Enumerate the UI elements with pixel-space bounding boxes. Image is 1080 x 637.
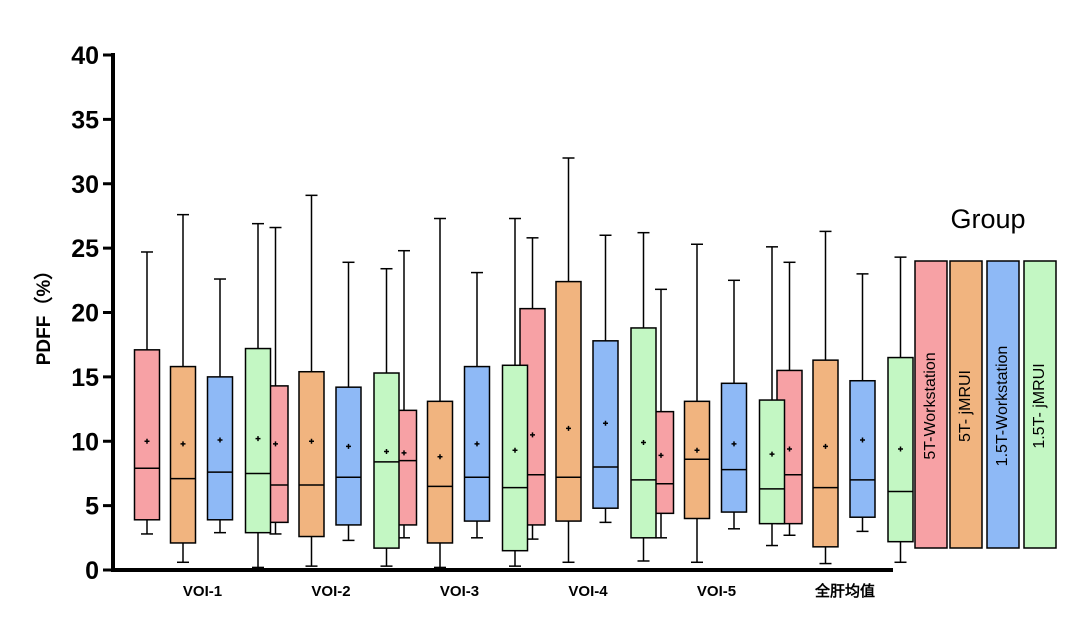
mean-marker	[787, 446, 792, 452]
box-2-2	[298, 194, 325, 567]
box-rect	[426, 400, 454, 544]
legend-swatch	[1023, 260, 1057, 549]
legend-label: 5T- jMRUI	[957, 370, 974, 442]
mean-marker	[217, 437, 223, 443]
mean-marker	[273, 441, 278, 447]
box-5-2	[683, 243, 711, 564]
mean-marker	[384, 449, 389, 455]
mean-marker	[512, 447, 518, 453]
y-tick-label: 10	[71, 428, 99, 456]
box-rect	[555, 280, 582, 522]
box-6-2	[812, 230, 839, 565]
mean-marker	[658, 452, 664, 458]
box-4-3	[592, 234, 619, 524]
mean-marker	[346, 443, 351, 449]
box-rect	[169, 365, 197, 544]
y-tick-label: 15	[71, 364, 99, 392]
legend-item-2: 5T- jMRUI	[949, 260, 983, 549]
mean-marker	[309, 438, 314, 444]
legend-item-3: 1.5T-Workstation	[986, 260, 1020, 549]
box-rect	[630, 327, 657, 539]
box-6-3	[849, 273, 876, 533]
y-tick-label: 0	[85, 557, 99, 585]
y-axis-label: PDFF（%）	[32, 261, 55, 366]
box-rect	[501, 364, 529, 552]
mean-marker	[255, 436, 261, 442]
y-tick-label: 5	[85, 493, 99, 521]
box-rect	[133, 349, 161, 521]
mean-marker	[860, 437, 865, 443]
legend-item-4: 1.5T- jMRUI	[1023, 260, 1057, 549]
mean-marker	[566, 425, 571, 431]
legend-swatch	[986, 260, 1020, 549]
box-5-3	[720, 279, 748, 530]
mean-marker	[474, 441, 480, 447]
box-rect	[592, 340, 619, 509]
box-rect	[758, 399, 786, 525]
box-4-4	[630, 231, 657, 562]
x-tick-label: VOI-5	[697, 583, 736, 600]
mean-marker	[180, 441, 186, 447]
mean-marker	[530, 432, 535, 438]
legend-swatch	[949, 260, 983, 549]
box-3-3	[463, 271, 491, 539]
mean-marker	[731, 441, 737, 447]
x-tick-label: VOI-2	[311, 583, 350, 600]
box-1-4	[244, 222, 272, 569]
mean-marker	[694, 447, 700, 453]
box-1-1	[133, 251, 161, 535]
box-rect	[298, 370, 325, 538]
mean-marker	[603, 420, 608, 426]
legend-swatch	[914, 260, 948, 549]
box-rect	[206, 376, 234, 521]
box-2-3	[335, 261, 362, 542]
y-tick-label: 25	[71, 235, 99, 263]
y-tick-label: 40	[71, 42, 99, 70]
box-6-4	[887, 256, 914, 564]
box-1-2	[169, 213, 197, 564]
mean-marker	[641, 440, 646, 446]
box-rect	[849, 379, 876, 518]
legend: Group 5T-Workstation 5T- jMRUI 1.5T-Worksta…	[914, 204, 1057, 549]
box-1-3	[206, 278, 234, 534]
mean-marker	[401, 450, 407, 456]
box-2-4	[373, 267, 400, 567]
box-rect	[373, 372, 400, 549]
mean-marker	[898, 446, 903, 452]
mean-marker	[437, 454, 443, 460]
x-tick-label: VOI-4	[568, 583, 608, 600]
legend-title: Group	[950, 204, 1025, 234]
box-rect	[812, 359, 839, 548]
box-3-2	[426, 217, 454, 569]
x-tick-label: 全肝均值	[814, 582, 875, 600]
legend-item-1: 5T-Workstation	[914, 260, 948, 549]
plot-area: 0 5 10 15 20 25 30 35 40 VOI-1 VOI-2 VOI-3 VOI-4 VOI-…	[71, 42, 914, 600]
mean-marker	[769, 451, 775, 457]
y-tick-label: 35	[71, 106, 99, 134]
box-3-4	[501, 217, 529, 567]
y-tick-label: 20	[71, 300, 99, 328]
legend-label: 1.5T- jMRUI	[1031, 363, 1048, 448]
box-4-2	[555, 157, 582, 564]
y-tick-label: 30	[71, 171, 99, 199]
legend-label: 5T-Workstation	[922, 352, 939, 459]
box-rect	[335, 386, 362, 526]
box-rect	[720, 382, 748, 513]
x-tick-label: VOI-1	[183, 583, 222, 600]
x-tick-label: VOI-3	[440, 583, 479, 600]
mean-marker	[823, 443, 828, 449]
legend-label: 1.5T-Workstation	[994, 346, 1011, 467]
mean-marker	[144, 438, 150, 444]
box-5-4	[758, 246, 786, 547]
